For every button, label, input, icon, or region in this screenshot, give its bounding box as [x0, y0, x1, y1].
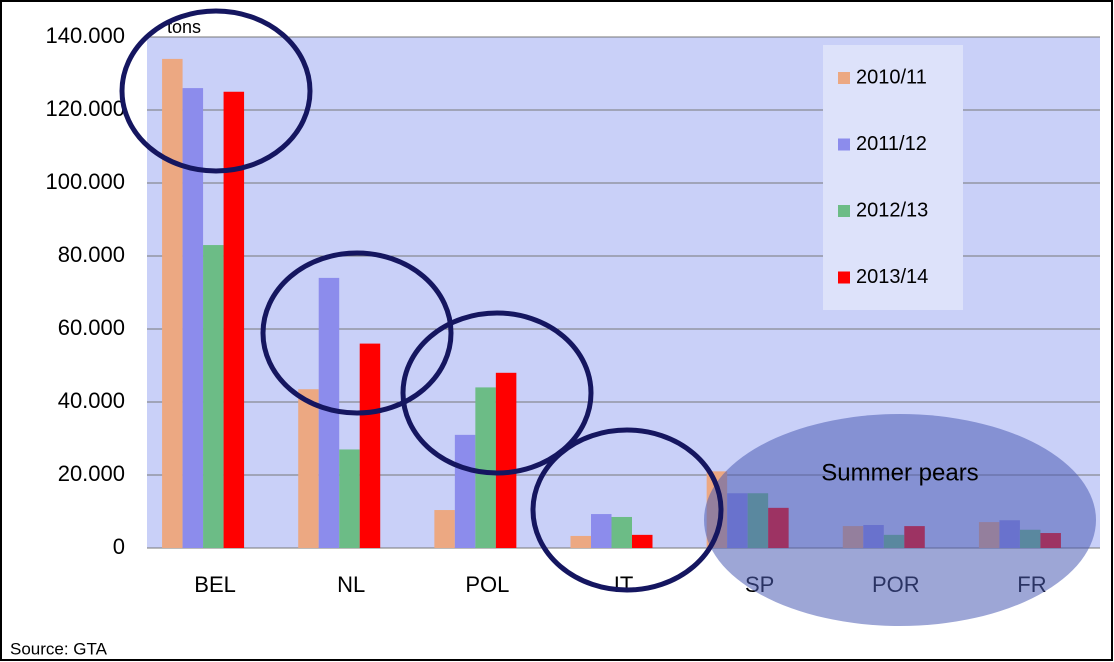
bar — [454, 434, 476, 548]
legend-swatch — [838, 205, 850, 217]
legend-label: 2010/11 — [856, 66, 927, 88]
bar — [570, 535, 591, 548]
y-tick-label: 100.000 — [45, 169, 125, 194]
y-axis-label: tons — [167, 17, 201, 37]
source: Source: GTA — [10, 639, 108, 658]
bar — [434, 510, 455, 548]
legend-swatch — [838, 271, 850, 284]
bar — [339, 449, 360, 548]
y-tick-label: 40.000 — [58, 388, 125, 413]
y-tick-label: 0 — [113, 534, 125, 559]
legend-swatch — [838, 138, 850, 151]
bar — [591, 514, 612, 548]
legend-label: 2013/14 — [856, 266, 928, 288]
highlight-circle — [260, 250, 454, 416]
bars — [162, 58, 1061, 549]
bar — [318, 277, 340, 548]
bar — [475, 387, 496, 548]
bar — [182, 88, 204, 548]
bar — [632, 534, 653, 548]
bar — [611, 516, 632, 548]
bar — [223, 91, 245, 548]
highlight-circle — [119, 8, 313, 174]
legend-box — [823, 45, 963, 310]
bar — [298, 389, 319, 548]
bar — [359, 343, 381, 548]
x-tick-label: POL — [465, 572, 509, 597]
y-tick-label: 120.000 — [45, 96, 125, 121]
annotation: Summer pears — [821, 459, 978, 486]
highlight-circle — [400, 310, 594, 476]
x-tick-label: BEL — [194, 572, 236, 597]
bar — [203, 245, 224, 549]
legend-swatch — [838, 72, 850, 84]
x-tick-label: IT — [614, 572, 634, 597]
bar — [495, 372, 517, 548]
y-tick-label: 20.000 — [58, 461, 125, 486]
legend-label: 2012/13 — [856, 199, 928, 221]
legend-label: 2011/12 — [856, 133, 927, 155]
y-tick-label: 60.000 — [58, 315, 125, 340]
y-tick-label: 80.000 — [58, 242, 125, 267]
highlight-circle — [530, 427, 724, 593]
x-tick-label: NL — [337, 572, 365, 597]
summer-ellipse — [704, 414, 1096, 626]
y-tick-label: 140.000 — [45, 23, 125, 48]
bar — [162, 58, 183, 549]
